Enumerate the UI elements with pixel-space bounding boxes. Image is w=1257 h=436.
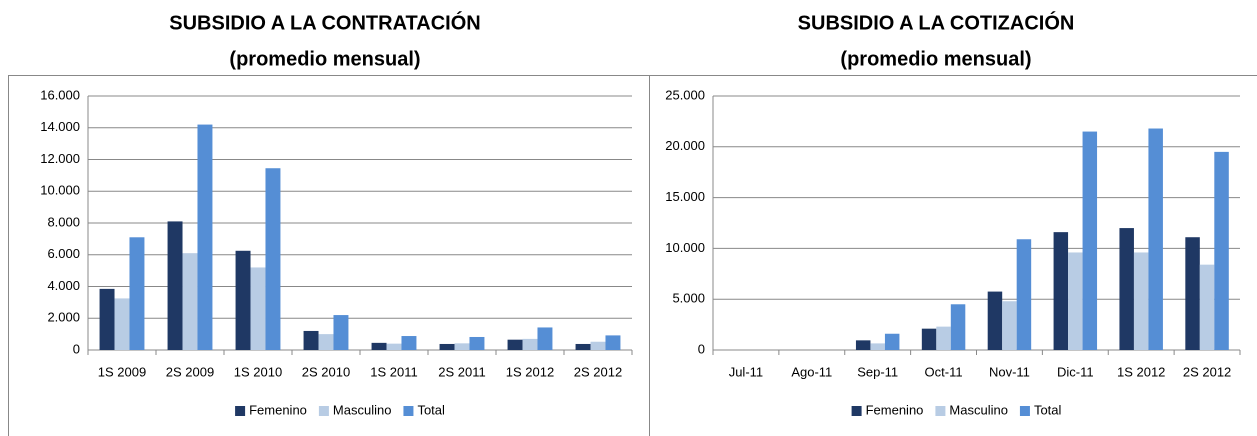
y-tick-label: 8.000 xyxy=(47,214,80,229)
bar xyxy=(167,221,183,350)
bar xyxy=(401,336,417,350)
bar xyxy=(884,333,900,350)
y-tick-label: 10.000 xyxy=(665,240,705,255)
x-tick-label: 2S 2011 xyxy=(438,364,485,379)
y-tick-label: 5.000 xyxy=(672,291,705,306)
chart-subtitle: (promedio mensual) xyxy=(840,48,1031,70)
chart-frame xyxy=(649,75,1257,436)
bar xyxy=(1002,301,1017,350)
bar xyxy=(454,343,470,350)
x-tick-label: 1S 2009 xyxy=(98,364,146,379)
y-tick-label: 12.000 xyxy=(40,151,80,166)
bar xyxy=(197,124,213,350)
x-tick-label: 2S 2012 xyxy=(574,364,622,379)
chart-title: SUBSIDIO A LA COTIZACIÓN xyxy=(798,10,1075,34)
legend-swatch xyxy=(851,406,862,416)
bar xyxy=(1133,252,1149,350)
bar xyxy=(605,335,621,350)
legend-label: Masculino xyxy=(333,402,392,417)
y-tick-label: 14.000 xyxy=(40,119,80,134)
bar xyxy=(1016,239,1032,350)
legend-label: Femenino xyxy=(249,402,307,417)
bar xyxy=(870,343,885,350)
y-tick-label: 16.000 xyxy=(40,87,80,102)
bar xyxy=(99,288,115,350)
y-tick-label: 6.000 xyxy=(47,246,80,261)
x-tick-label: Sep-11 xyxy=(857,364,898,379)
y-tick-label: 15.000 xyxy=(665,189,705,204)
bar xyxy=(1185,237,1200,350)
bar xyxy=(129,237,145,350)
x-tick-label: Ago-11 xyxy=(791,364,832,379)
y-tick-label: 2.000 xyxy=(47,310,80,325)
x-tick-label: Jul-11 xyxy=(729,364,763,379)
x-tick-label: 2S 2010 xyxy=(302,364,350,379)
bar xyxy=(303,330,319,350)
bar xyxy=(1119,228,1134,350)
x-tick-label: 2S 2012 xyxy=(1183,364,1231,379)
legend-swatch xyxy=(935,406,946,416)
x-tick-label: Oct-11 xyxy=(925,364,963,379)
bar xyxy=(987,291,1003,350)
legend-label: Femenino xyxy=(866,402,924,417)
bar xyxy=(1082,131,1098,350)
bar xyxy=(250,267,266,350)
legend-swatch xyxy=(403,406,414,416)
bar xyxy=(575,343,591,350)
bar xyxy=(318,334,334,350)
legend-swatch xyxy=(235,406,246,416)
x-tick-label: 1S 2012 xyxy=(1117,364,1165,379)
legend-swatch xyxy=(318,406,329,416)
legend-label: Masculino xyxy=(949,402,1008,417)
x-tick-label: Dic-11 xyxy=(1057,364,1094,379)
y-tick-label: 0 xyxy=(73,341,80,356)
bar xyxy=(590,341,606,350)
bar xyxy=(950,304,966,350)
y-tick-label: 10.000 xyxy=(40,183,80,198)
y-tick-label: 20.000 xyxy=(665,138,705,153)
bar xyxy=(333,315,349,350)
x-tick-label: 1S 2012 xyxy=(506,364,554,379)
bar xyxy=(537,327,553,350)
bar xyxy=(1053,232,1069,350)
bar xyxy=(469,336,485,350)
chart-subtitle: (promedio mensual) xyxy=(229,48,420,70)
bar xyxy=(386,343,402,350)
bar xyxy=(1148,128,1163,350)
x-tick-label: 1S 2011 xyxy=(370,364,417,379)
bar xyxy=(439,343,455,350)
y-tick-label: 4.000 xyxy=(47,278,80,293)
bar xyxy=(235,250,251,350)
x-tick-label: 1S 2010 xyxy=(234,364,282,379)
bar xyxy=(855,340,871,350)
legend-label: Total xyxy=(417,402,445,417)
legend-swatch xyxy=(1019,406,1030,416)
bar xyxy=(1068,252,1083,350)
bar xyxy=(1214,151,1229,350)
legend-label: Total xyxy=(1034,402,1062,417)
bar xyxy=(114,298,130,350)
y-tick-label: 0 xyxy=(698,341,705,356)
bar xyxy=(371,342,387,350)
bar xyxy=(936,326,951,350)
chart-frame xyxy=(8,75,650,436)
chart-title: SUBSIDIO A LA CONTRATACIÓN xyxy=(169,10,480,34)
x-tick-label: 2S 2009 xyxy=(166,364,214,379)
bar xyxy=(182,253,198,350)
bar xyxy=(1199,264,1215,350)
y-tick-label: 25.000 xyxy=(665,87,705,102)
bar xyxy=(265,168,281,350)
x-tick-label: Nov-11 xyxy=(989,364,1030,379)
bar xyxy=(921,328,937,350)
bar xyxy=(522,338,538,350)
bar xyxy=(507,339,523,350)
